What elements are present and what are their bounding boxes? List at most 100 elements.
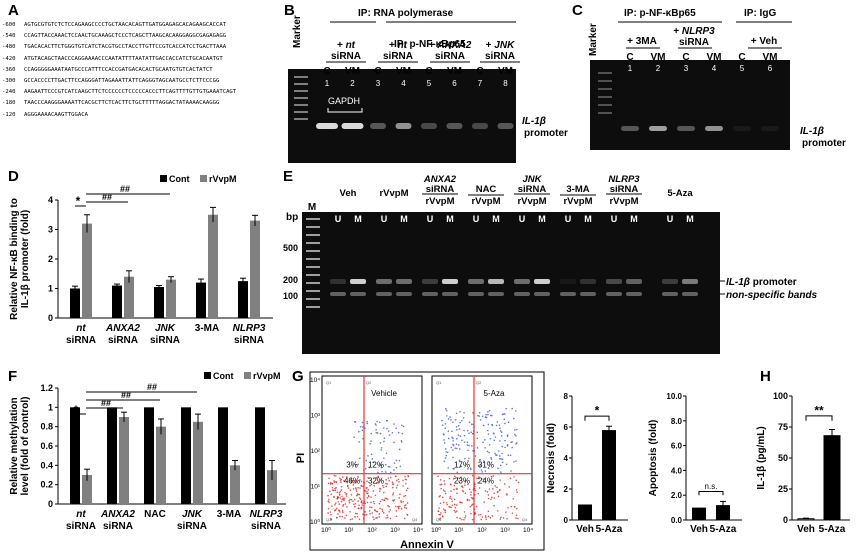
lane-condition-label: VM — [447, 66, 462, 77]
lane-condition-label: C — [425, 66, 432, 77]
y-tick-label: 0 — [783, 515, 788, 525]
y-tick-label: 6.0 — [671, 442, 683, 451]
category-label: Veh — [797, 524, 815, 535]
promoter-sequence: -600 AGTGCGTGTCTCTCCAGAAGCCCCTGCTAACACAGT… — [2, 20, 242, 121]
bar — [823, 435, 841, 521]
siRNA-group-label: + ANXA2 — [429, 40, 472, 51]
bar-rVvpM — [119, 417, 129, 504]
marker-label-b: Marker — [292, 15, 303, 48]
sequence-position: -600 — [2, 22, 16, 28]
siRNA-word: siRNA — [331, 51, 361, 62]
y-tick-label: 6 — [564, 423, 569, 432]
annexin-axis-label: Annexin V — [400, 539, 454, 551]
y-tick-label: 1 — [48, 284, 53, 294]
gel-band-nonspecific — [422, 292, 438, 296]
sequence-text: AGTGCGTGTCTCTCCAGAAGCCCCTGCTAACACAGTTGAT… — [24, 22, 227, 28]
bar-Cont — [144, 407, 154, 504]
panel-letter-d: D — [8, 168, 19, 185]
gel-band-nonspecific — [514, 292, 530, 296]
sequence-text: CCAGGGGGAAATAATGCCCATTTCCACCGATGACACACTG… — [24, 66, 213, 73]
gel-band — [370, 123, 386, 129]
category-label: Veh — [690, 524, 708, 535]
lane-condition-label-c: VM — [707, 52, 722, 63]
treatment-label: Veh — [340, 188, 357, 199]
sequence-position: -240 — [2, 89, 16, 96]
y-tick-label: 0 — [564, 516, 569, 525]
gel-band-c — [705, 126, 723, 131]
sequence-position: -120 — [2, 111, 16, 118]
flow-frame — [309, 371, 545, 551]
legend-swatch — [204, 372, 211, 379]
sequence-row: -120 AGGGAAAACAAGTTGGACA — [2, 110, 242, 121]
quadrant-percent: 24% — [478, 477, 494, 486]
ladder-band-c — [598, 72, 612, 74]
il1b-promoter-label-c2: promoter — [802, 138, 846, 149]
category-sublabel: siRNA — [234, 335, 264, 346]
treatment-nlrp3-label: + NLRP3 — [673, 26, 715, 37]
ladder-band-e — [306, 266, 320, 268]
significance-marker: ** — [814, 404, 824, 418]
gel-band-promoter — [580, 279, 596, 284]
flow-y-tick: 10⁰ — [310, 518, 320, 526]
ip-rna-polymerase-label: IP: RNA polymerase — [358, 8, 454, 19]
y-tick-label: 2 — [48, 254, 53, 264]
y-tick-label: 10.0 — [666, 392, 682, 401]
bar — [602, 430, 616, 520]
y-tick-label: 1 — [48, 402, 53, 412]
treatment-label: rVvpM — [517, 196, 546, 207]
panel-c-headers: IP: p-NF-κBp65 IP: IgG + 3MA + NLRP3 siRNA + … — [574, 0, 856, 168]
significance-marker: * — [76, 194, 81, 208]
gel-image-b — [288, 69, 516, 163]
sequence-position: -360 — [2, 66, 16, 73]
treatment-veh-label: + Veh — [751, 36, 777, 47]
treatment-sirna-label: siRNA — [610, 184, 639, 195]
y-tick-label: 1.2 — [40, 383, 53, 393]
quadrant-percent: 17% — [454, 461, 470, 470]
ladder-band — [294, 104, 308, 106]
flow-plot-title: 5-Aza — [484, 389, 505, 398]
category-label: ANXA2 — [105, 323, 140, 334]
ladder-band-c — [598, 104, 612, 106]
y-axis-label: Necrosis (fold) — [546, 423, 557, 493]
y-tick-label: 8 — [564, 392, 569, 401]
ladder-band-e — [306, 282, 320, 284]
gel-band-nonspecific — [534, 292, 550, 296]
lane-um-label: U — [667, 214, 674, 224]
gel-band-promoter — [376, 279, 392, 284]
bar-Cont — [154, 287, 164, 318]
ip-pnfkb-label-b: IP: p-NF-κBp65 — [394, 39, 466, 50]
ip-igg-label: IP: IgG — [744, 8, 776, 19]
sequence-text: CCAGTTACCAAACTCCAACTGCAAAGCTCCCTCAGCTTAA… — [24, 33, 227, 40]
lane-number: 3 — [376, 79, 381, 88]
flow-x-tick: 10⁰ — [431, 526, 441, 534]
ladder-band — [294, 118, 308, 120]
sequence-row: -480 TGACACACTTCTGGGTGTCATCTACGTGCCTACCTT… — [2, 42, 242, 53]
y-tick-label: 4 — [564, 454, 569, 463]
quadrant-id: Q3 — [326, 517, 332, 522]
lane-condition-label-c: C — [738, 52, 745, 63]
quadrant-id: Q4 — [522, 517, 528, 522]
il1b-promoter-label-e: IL-1β promoter — [726, 277, 797, 288]
siRNA-word: siRNA — [383, 51, 413, 62]
gel-band-c — [677, 126, 695, 131]
category-sublabel: siRNA — [251, 521, 281, 532]
ladder-band-e — [306, 218, 320, 220]
quadrant-percent: 46% — [344, 477, 360, 486]
sequence-position: -420 — [2, 55, 16, 62]
gel-band — [421, 123, 437, 129]
marker-m-label: M — [308, 202, 316, 213]
panel-letter-e: E — [283, 168, 294, 185]
lane-number: 7 — [478, 79, 483, 88]
gel-band-nonspecific — [682, 292, 698, 296]
siRNA-group-label: + nt — [337, 40, 356, 51]
gel-band-nonspecific — [488, 292, 504, 296]
ladder-band-e — [306, 234, 320, 236]
y-tick-label: 0.0 — [671, 516, 683, 525]
panel-b-headers: + nt siRNA + nt siRNA + ANXA2 siRNA + JNK siRNA… — [286, 0, 568, 168]
flow-plot-1 — [431, 375, 533, 525]
bar-Cont — [255, 407, 265, 504]
gel-band-c — [761, 126, 779, 131]
significance-marker: ## — [102, 192, 112, 202]
quadrant-id: Q3 — [436, 517, 442, 522]
